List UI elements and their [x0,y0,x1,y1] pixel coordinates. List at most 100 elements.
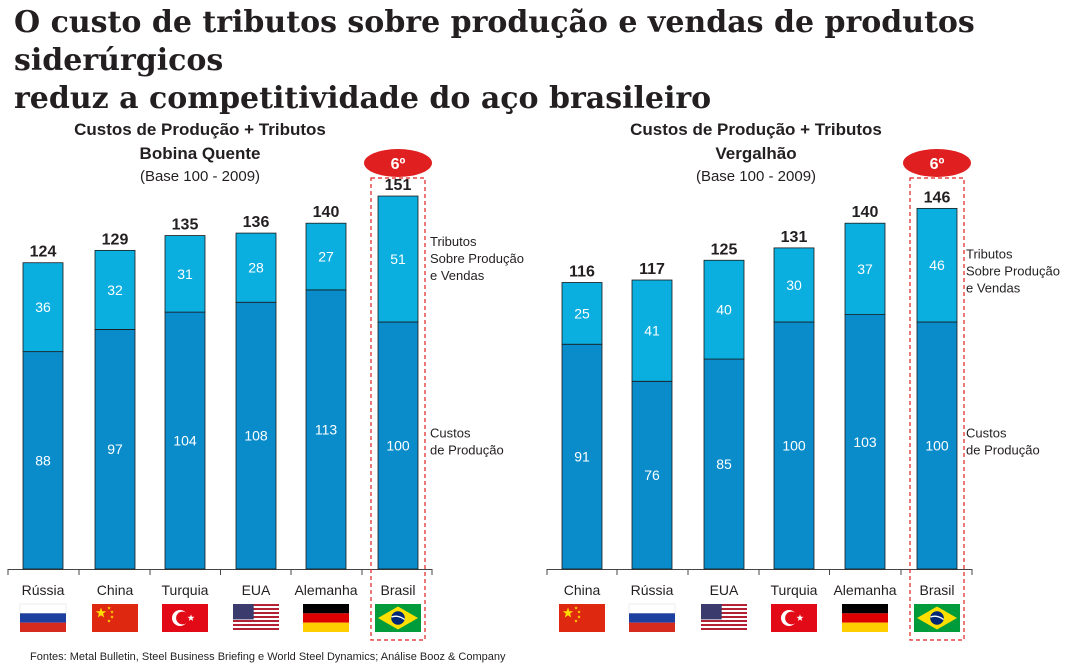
label-taxes-Rússia: 41 [644,323,660,339]
flag-field [92,604,138,632]
bar-taxes-Alemanha [844,222,886,315]
chart-base-note: (Base 100 - 2009) [696,168,816,185]
chart-subtitle: Vergalhão [715,144,796,163]
flag-star [574,606,578,610]
legend-taxes-line: Sobre Produção [966,263,1060,278]
flag-globe [391,611,405,625]
flag-star [577,615,581,619]
label-production-Alemanha: 113 [315,421,338,437]
category-label-Turquia: Turquia [162,582,209,598]
flag-stripe [233,616,279,618]
flag-star [187,614,195,621]
bar-taxes-Rússia [22,262,64,353]
rank-badge [364,149,432,177]
label-production-Brasil: 100 [925,438,949,454]
headline-line-2: reduz a competitividade do aço brasileir… [14,81,712,116]
flag-stripe [20,613,66,623]
flag-stripe [701,614,747,616]
flag-stripe [233,612,279,614]
bar-production-EUA [703,358,745,570]
label-taxes-EUA: 28 [248,260,264,276]
legend-taxes-line: Tributos [430,234,477,249]
flag-globe [930,611,944,625]
category-label-Turquia: Turquia [771,582,818,598]
china-flag-icon [559,604,605,632]
brazil-flag-icon [375,604,421,632]
flag-stripe [233,624,279,626]
usa-flag-icon [701,604,747,632]
bar-production-China [561,343,603,570]
category-label-EUA: EUA [242,582,271,598]
sources-note: Fontes: Metal Bulletin, Steel Business B… [30,651,506,663]
label-production-Brasil: 100 [386,438,410,454]
flag-stripe [233,622,279,624]
flag-stripe [701,608,747,610]
label-total-Rússia: 124 [30,244,57,261]
label-production-EUA: 108 [244,428,268,444]
flag-stripe [701,630,747,632]
flag-stripe [233,628,279,630]
flag-crescent-cut [785,611,798,625]
bar-production-China [94,329,136,570]
usa-flag-icon [233,604,279,632]
bar-taxes-Turquia [164,235,206,313]
label-production-Alemanha: 103 [853,434,877,450]
label-taxes-Alemanha: 37 [857,261,873,277]
flag-star [562,607,574,618]
flag-stripe [701,606,747,608]
chart-title: Custos de Produção + Tributos [630,120,882,139]
flag-canton [233,604,254,620]
turkey-flag-icon [162,604,208,632]
legend-production-line: de Produção [430,443,504,458]
flag-stripe [701,604,747,606]
category-label-China: China [564,582,601,598]
flag-stripe [701,610,747,612]
bar-taxes-Rússia [631,279,673,382]
bar-taxes-Brasil [916,207,958,323]
china-flag-icon [92,604,138,632]
category-label-Alemanha: Alemanha [294,582,357,598]
label-production-EUA: 85 [716,456,732,472]
bar-taxes-China [561,282,603,345]
flag-stripe [628,603,676,614]
flag-stripe [303,604,349,614]
legend-production-line: Custos [966,426,1007,441]
bar-production-Brasil [377,321,419,570]
headline-line-1: O custo de tributos sobre produção e ven… [14,5,975,78]
label-taxes-Rússia: 36 [35,299,51,315]
chart-title: Custos de Produção + Tributos [74,120,326,139]
label-total-Turquia: 131 [781,229,808,246]
category-label-Alemanha: Alemanha [833,582,896,598]
label-production-Turquia: 100 [782,438,806,454]
highlight-box-brasil [370,177,426,641]
label-total-Alemanha: 140 [852,204,879,221]
flag-stripe [233,614,279,616]
label-total-Rússia: 117 [639,261,665,278]
germany-flag-icon [303,604,349,632]
label-total-China: 129 [102,231,129,248]
legend-taxes-line: Sobre Produção [430,251,524,266]
label-total-Brasil: 151 [385,177,412,194]
label-production-China: 91 [574,449,590,465]
flag-stripe [19,603,67,614]
flag-stripe [629,622,675,632]
bar-production-Turquia [773,321,815,570]
chart-1: Custos de Produção + Tributos Bobina Quen… [7,120,524,641]
bar-production-Alemanha [305,289,347,570]
flag-stripe [842,613,888,623]
flag-stripe [701,622,747,624]
brazil-flag-icon [914,604,960,632]
label-total-Turquia: 135 [172,217,199,234]
flag-field [559,604,605,632]
bar-production-Rússia [22,351,64,570]
flag-stripe [233,606,279,608]
label-production-Rússia: 88 [35,452,51,468]
label-taxes-Turquia: 30 [786,277,802,293]
flag-stripe [20,622,66,632]
rank-badge [903,149,971,177]
label-taxes-China: 32 [107,282,123,298]
label-production-Rússia: 76 [644,467,660,483]
page-headline: O custo de tributos sobre produção e ven… [14,4,1074,118]
flag-stripe [701,628,747,630]
flag-star [107,606,111,610]
